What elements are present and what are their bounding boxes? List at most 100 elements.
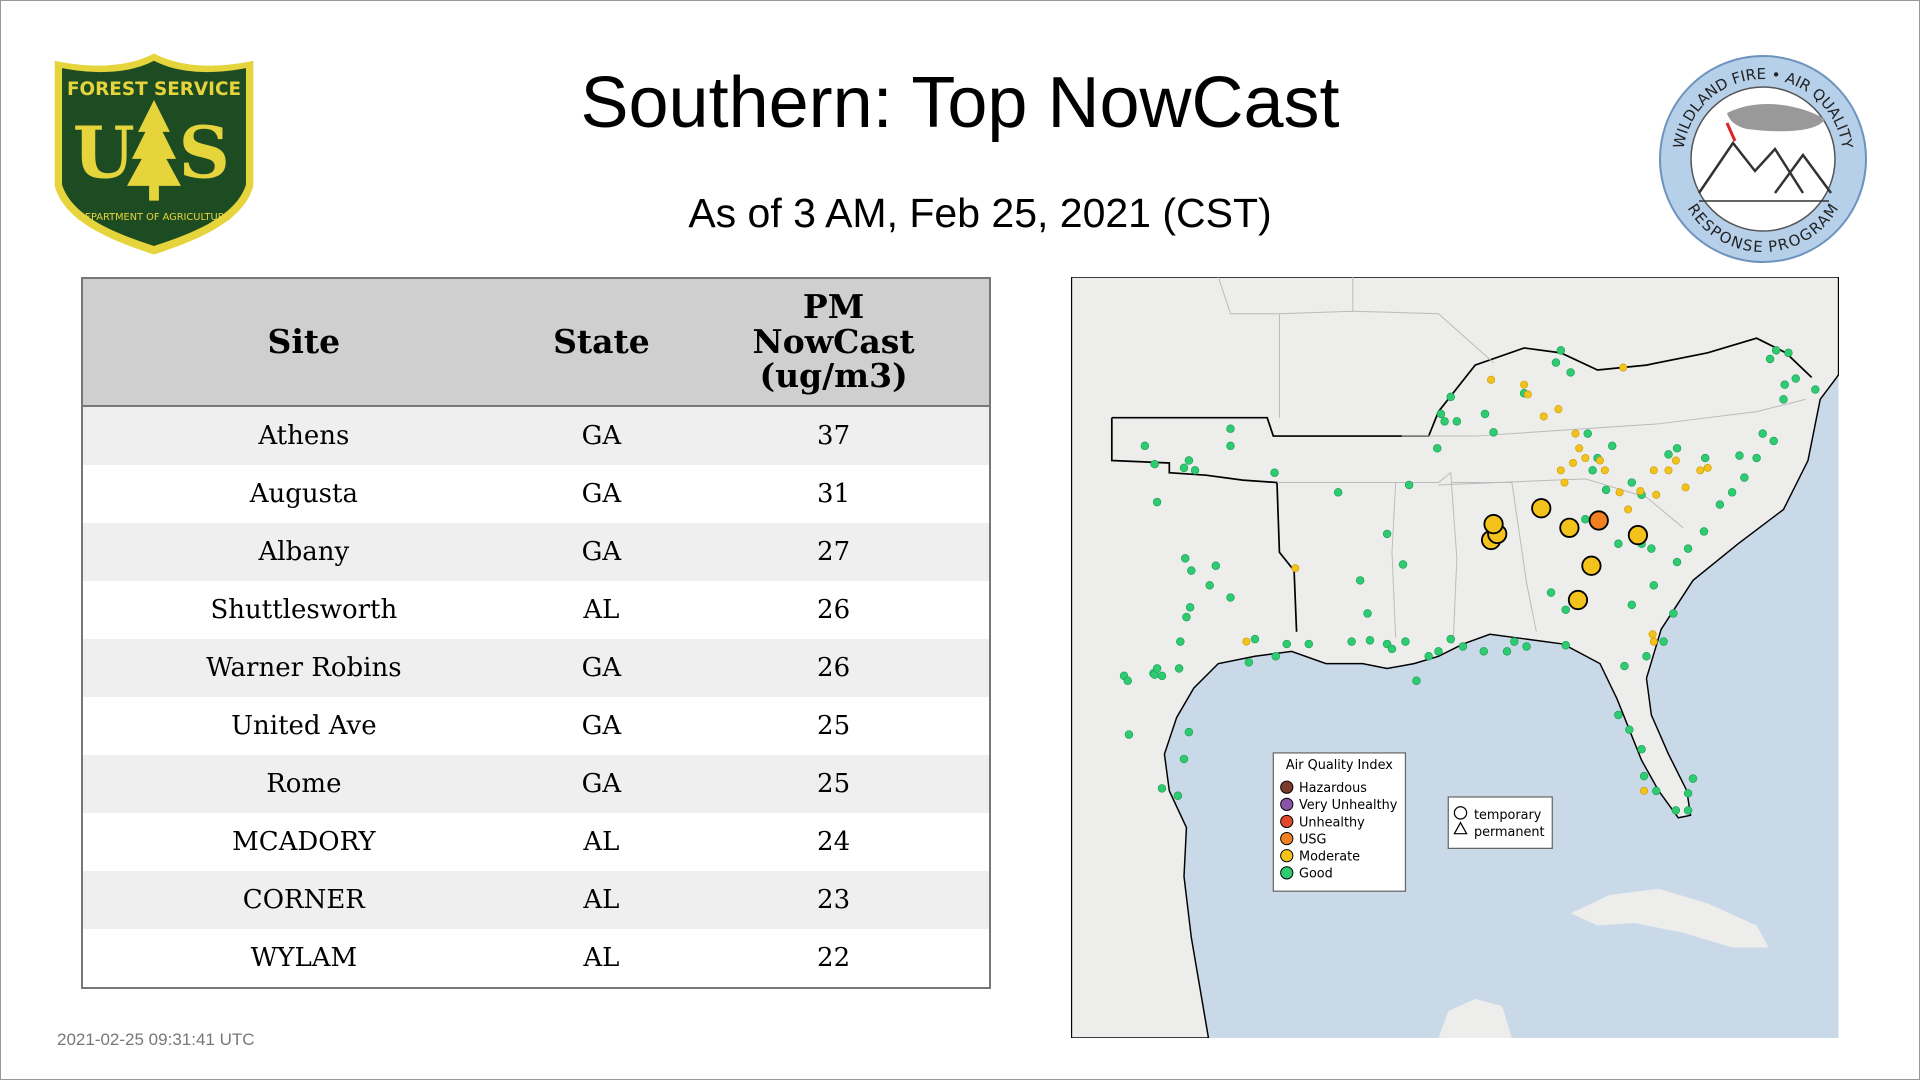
table-row: CORNER AL 23 (82, 871, 990, 929)
table-row: Albany GA 27 (82, 523, 990, 581)
logo-text: FOREST SERVICE (67, 79, 241, 100)
state-borders (1217, 277, 1806, 645)
station (1173, 791, 1183, 800)
station (1588, 466, 1597, 475)
station (1771, 346, 1781, 355)
station (1520, 380, 1529, 389)
region-border (1111, 337, 1813, 437)
station (1412, 676, 1421, 685)
station (1688, 774, 1698, 783)
station (1600, 466, 1609, 475)
column-header: PM NowCast (ug/m3) (678, 278, 990, 407)
station (1551, 358, 1561, 367)
station (1669, 609, 1678, 618)
table-cell: 23 (678, 871, 990, 929)
station (1304, 639, 1314, 649)
table-cell: 31 (678, 465, 990, 523)
table-cell: Rome (82, 755, 525, 813)
station (1355, 576, 1365, 585)
aqi-map: Air Quality Index Hazardous Very Unhealth… (1071, 277, 1839, 1038)
station (1765, 354, 1775, 364)
station (1181, 554, 1190, 563)
station (1446, 392, 1455, 402)
station (1291, 564, 1300, 573)
station (1647, 544, 1656, 553)
table-cell: 27 (678, 523, 990, 581)
legend-label: Unhealthy (1299, 815, 1365, 830)
mountains (1697, 140, 1833, 194)
station (1184, 456, 1194, 465)
table-cell: AL (524, 871, 679, 929)
state-border (1391, 471, 1458, 645)
station (1664, 466, 1673, 475)
table-cell: 26 (678, 639, 990, 697)
legend-swatch (1280, 797, 1294, 811)
station (1182, 612, 1191, 622)
station (1546, 588, 1556, 597)
column-header: Site (82, 278, 525, 407)
forest-service-logo: FOREST SERVICE U S DEPARTMENT OF AGRICUL… (54, 53, 254, 255)
station (1242, 637, 1251, 646)
station (1615, 488, 1624, 497)
station (1271, 652, 1280, 661)
table-cell: GA (524, 697, 679, 755)
table-cell: AL (524, 929, 679, 988)
station (1190, 466, 1200, 475)
station (1649, 466, 1658, 475)
station (1727, 488, 1737, 497)
station (1627, 525, 1649, 546)
station (1434, 647, 1443, 656)
state-border (1450, 482, 1537, 632)
aqi-legend: Air Quality Index Hazardous Very Unhealth… (1272, 752, 1407, 892)
air-program-logo: WILDLAND FIRE • AIR QUALITY RESPONSE PRO… (1659, 55, 1867, 263)
legend-swatch (1280, 866, 1294, 880)
legend-label: Moderate (1299, 850, 1360, 865)
station (1583, 429, 1592, 438)
legend-swatch (1280, 831, 1294, 846)
station (1205, 581, 1214, 590)
table-cell: CORNER (82, 871, 525, 929)
station (1567, 589, 1589, 611)
station (1683, 544, 1693, 553)
station (1659, 637, 1668, 646)
table-row: Rome GA 25 (82, 755, 990, 813)
station (1735, 451, 1744, 460)
table-cell: GA (524, 523, 679, 581)
legend-symbol (1453, 806, 1468, 820)
column-header: State (524, 278, 679, 407)
station (1282, 639, 1291, 649)
station (1715, 500, 1725, 509)
station (1607, 441, 1617, 451)
station (1382, 529, 1392, 539)
station (1619, 363, 1628, 372)
station (1523, 390, 1532, 399)
table-cell: United Ave (82, 697, 525, 755)
station (1211, 561, 1221, 570)
station (1152, 497, 1162, 507)
table-head: Site State PM NowCast (ug/m3) (82, 278, 990, 407)
station (1140, 441, 1150, 451)
flame (1725, 122, 1737, 142)
station (1700, 453, 1710, 463)
table-cell: Albany (82, 523, 525, 581)
table-row: MCADORY AL 24 (82, 813, 990, 871)
station (1671, 456, 1680, 465)
station (1483, 514, 1504, 535)
station (1522, 642, 1531, 651)
station (1150, 459, 1159, 469)
station (1433, 444, 1442, 453)
station (1625, 725, 1634, 734)
station (1601, 485, 1611, 495)
logo-text: DEPARTMENT OF AGRICULTURE (77, 212, 230, 223)
table-body: Athens GA 37 Augusta GA 31 Albany GA 27 Shuttlesw… (82, 406, 990, 988)
station (1752, 453, 1761, 463)
table-row: United Ave GA 25 (82, 697, 990, 755)
table-row: Augusta GA 31 (82, 465, 990, 523)
station (1424, 652, 1433, 661)
station (1333, 488, 1343, 497)
legend-symbol (1453, 821, 1468, 835)
station (1779, 395, 1788, 404)
station (1640, 786, 1649, 795)
station (1758, 429, 1767, 438)
smoke (1727, 104, 1825, 132)
